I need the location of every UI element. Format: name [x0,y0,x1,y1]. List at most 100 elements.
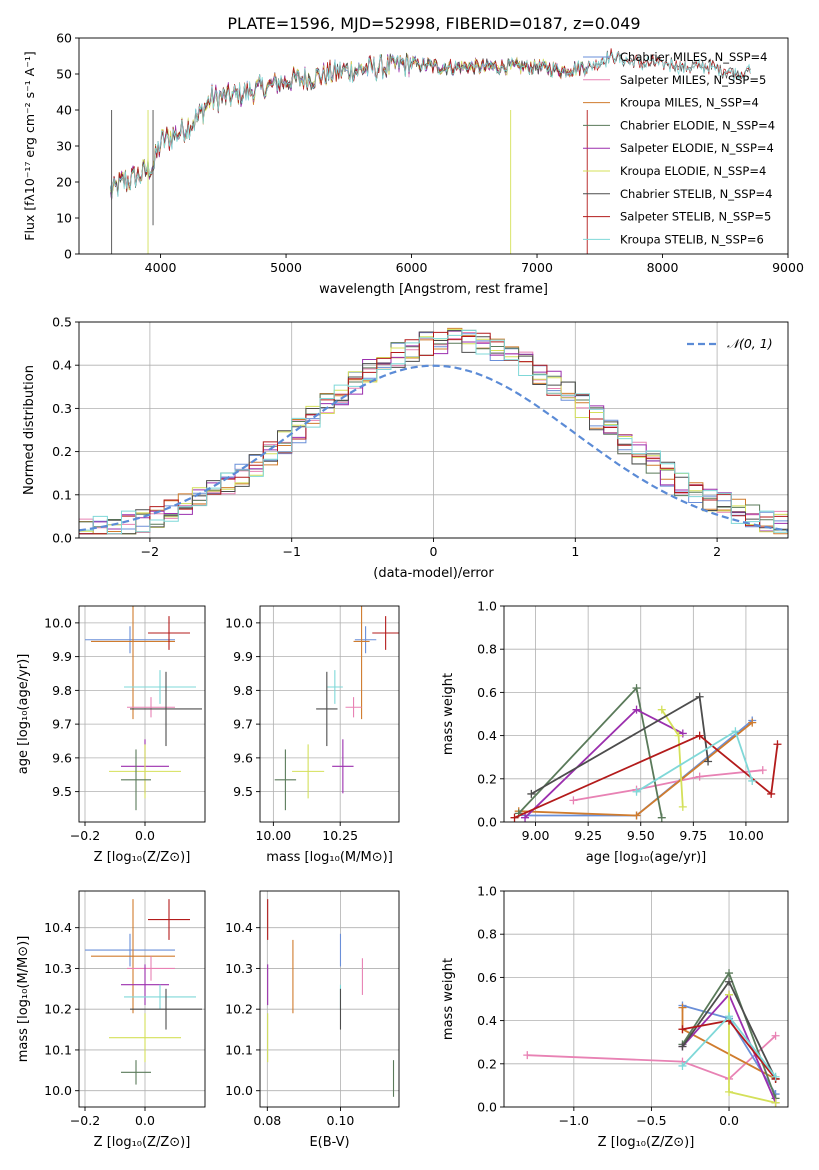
errorbar-point [345,697,362,718]
axes-frame [259,890,400,1108]
y-tick-label: 9.8 [233,683,253,698]
series-point [632,705,641,714]
series-point [674,731,683,740]
errorbar-point [124,670,196,704]
chart-z-age: −0.2 0.0 9.5 9.6 9.7 9.8 9.9 10.0 Z [log₁₀(Z/Z⊙)… [16,605,206,865]
y-tick-label: 9.5 [52,784,72,799]
series-point [695,692,704,701]
y-tick-label: 0.2 [477,1056,497,1071]
series-point [725,990,734,999]
series-point [657,813,666,822]
x-tick-label: 0.0 [135,1113,155,1128]
series-point [725,1012,734,1021]
y-tick-label: 0.6 [477,970,497,985]
x-tick-label: −0.2 [70,1113,100,1128]
series-point [678,1003,687,1012]
spectrum-line [110,51,751,200]
errorbar-point [121,749,151,811]
legend: Chabrier MILES, N_SSP=4 Salpeter MILES, N… [583,50,775,246]
chart-z-mass: −0.2 0.0 10.0 10.1 10.2 10.3 10.4 Z [log₁₀(Z/Z⊙… [16,890,206,1150]
errorbar-point [292,744,325,799]
weight-series [523,969,780,1107]
y-tick-label: 9.5 [233,784,253,799]
series-line [525,719,753,817]
errorbar-point [353,606,370,720]
x-tick-label: 0.10 [327,1113,355,1128]
y-axis-label: Normed distribution [22,365,37,495]
series-point [725,977,734,986]
legend-entry: Salpeter STELIB, N_SSP=5 [620,210,771,224]
axes-frame [78,890,206,1108]
errorbar-point [109,1013,181,1063]
errorbar-point [85,626,175,654]
errorbar-point [127,697,175,718]
errorbar-point [127,956,175,981]
legend-entry: Chabrier ELODIE, N_SSP=4 [620,118,775,132]
x-tick-label: 6000 [396,260,428,275]
normal-curve [78,364,789,532]
errorbar-point [91,899,175,1014]
series-line [514,734,779,819]
chart-ebv-mass: 0.08 0.10 10.0 10.1 10.2 10.3 10.4 E(B-V) [225,890,400,1150]
legend-entry: Salpeter MILES, N_SSP=5 [620,73,766,87]
x-tick-label: 9000 [772,260,804,275]
y-tick-label: 10.0 [225,1083,253,1098]
series-point [527,789,536,798]
x-axis-label: Z [log₁₀(Z/Z⊙)] [94,1135,191,1150]
errorbars [85,606,202,811]
y-tick-label: 9.7 [52,717,72,732]
y-tick-label: 0.0 [477,815,497,830]
errorbar-point [121,964,169,1006]
y-tick-label: 30 [56,139,72,154]
errorbar-point [121,1060,151,1085]
y-tick-label: 0.0 [477,1100,497,1115]
series-point [767,789,776,798]
series-point [725,969,734,978]
y-tick-label: 9.6 [233,750,253,765]
y-tick-label: 0.4 [52,358,72,373]
errorbar-point [91,606,175,720]
y-axis-label: mass weight [441,673,456,755]
legend-entry: Kroupa STELIB, N_SSP=6 [620,232,764,246]
series-point [704,757,713,766]
y-tick-label: 0.2 [52,444,72,459]
legend-entry: Kroupa ELODIE, N_SSP=4 [620,164,766,178]
series-point [632,811,641,820]
y-axis-label: age [log₁₀(age/yr)] [16,654,31,775]
legend-entry: 𝒩(0, 1) [727,336,773,351]
x-tick-label: 2 [713,544,721,559]
y-tick-label: 10.1 [225,1042,253,1057]
errorbar-point [148,899,190,940]
x-tick-label: 10.00 [728,828,764,843]
x-tick-label: 0.0 [719,1113,739,1128]
spectra [110,48,751,254]
series-line [518,721,753,817]
y-tick-label: 20 [56,175,72,190]
x-axis-label: age [log₁₀(age/yr)] [586,850,707,865]
y-tick-label: 10.2 [44,1002,72,1017]
x-tick-label: 9.25 [574,828,602,843]
grid [260,606,399,822]
series-point [771,1072,780,1081]
chart-mass-age: 10.00 10.25 9.5 9.6 9.7 9.8 9.9 10.0 mass [log₁₀… [225,605,400,865]
y-tick-label: 0.8 [477,927,497,942]
legend-entry: Chabrier MILES, N_SSP=4 [620,50,767,64]
series-line [573,769,763,802]
x-tick-label: 0.0 [135,828,155,843]
x-tick-label: 1 [571,544,579,559]
y-axis-label: mass weight [441,958,456,1040]
series-point [695,731,704,740]
chart-age-weight: 9.00 9.25 9.50 9.75 10.00 0.0 0.2 0.4 0.6 0.8 1.0 a… [441,599,789,865]
series-point [773,740,782,749]
series-point [758,766,767,775]
x-tick-label: 8000 [647,260,679,275]
grid [504,890,788,1108]
y-axis-label: mass [log₁₀(M/M⊙)] [16,936,31,1063]
x-tick-label: 4000 [145,260,177,275]
x-tick-label: 0 [430,544,438,559]
legend-entry: Chabrier STELIB, N_SSP=4 [620,187,772,201]
x-tick-label: −1 [282,544,300,559]
series-point [569,796,578,805]
y-tick-label: 10.3 [44,961,72,976]
